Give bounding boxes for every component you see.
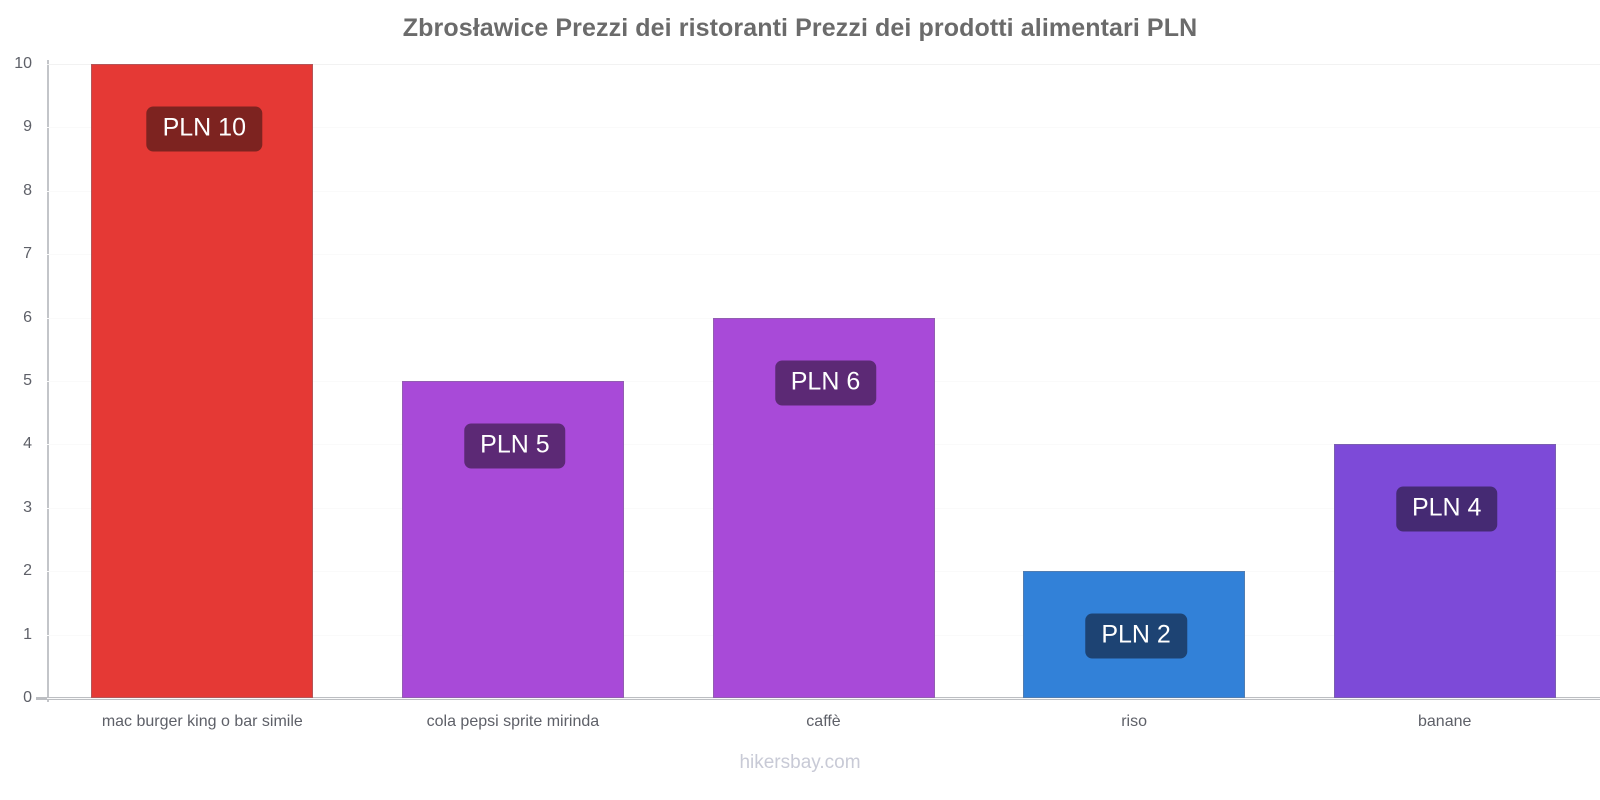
x-axis-tick-label: riso <box>1121 713 1147 730</box>
y-axis-tick-label: 9 <box>23 118 32 136</box>
x-axis-tick-label: mac burger king o bar simile <box>101 713 303 730</box>
bar-value-label: PLN 6 <box>774 360 877 406</box>
y-axis-tick-label: 0 <box>23 689 32 706</box>
x-axis-tick-label: cola pepsi sprite mirinda <box>426 713 600 730</box>
x-axis-tick-label: banane <box>1417 713 1472 730</box>
bar-value-label: PLN 5 <box>464 423 566 469</box>
gridline <box>47 190 1600 192</box>
gridline <box>47 64 1600 65</box>
y-axis-tick-label: 3 <box>23 498 32 516</box>
bar-value-label: PLN 10 <box>146 106 262 152</box>
y-axis-tick-label: 4 <box>23 435 32 453</box>
plot-area: 0 1 2 3 4 5 6 7 8 9 10 PLN 10 PLN 5 PLN 6 PLN 2 PLN 4 <box>14 55 1600 706</box>
gridline <box>47 254 1600 256</box>
y-axis-tick-label: 5 <box>23 372 32 389</box>
y-axis-tick-label: 8 <box>23 181 32 199</box>
y-axis-tick-label: 10 <box>14 55 32 72</box>
chart-title: Zbrosławice Prezzi dei ristoranti Prezzi… <box>402 14 1198 42</box>
bar[interactable] <box>1333 444 1556 698</box>
bar-value-label: PLN 2 <box>1085 613 1187 659</box>
gridline <box>47 127 1600 129</box>
y-axis-tick-label: 7 <box>23 245 32 263</box>
bar[interactable] <box>91 64 314 698</box>
y-axis-tick-label: 2 <box>23 562 32 580</box>
y-axis-tick-label: 6 <box>23 308 32 326</box>
x-axis-tick-label: caffè <box>806 713 841 730</box>
gridline <box>47 698 1600 699</box>
y-axis-tick-label: 1 <box>23 625 32 643</box>
bar-value-label: PLN 4 <box>1395 486 1498 532</box>
footer-credit: hikersbay.com <box>739 752 861 773</box>
